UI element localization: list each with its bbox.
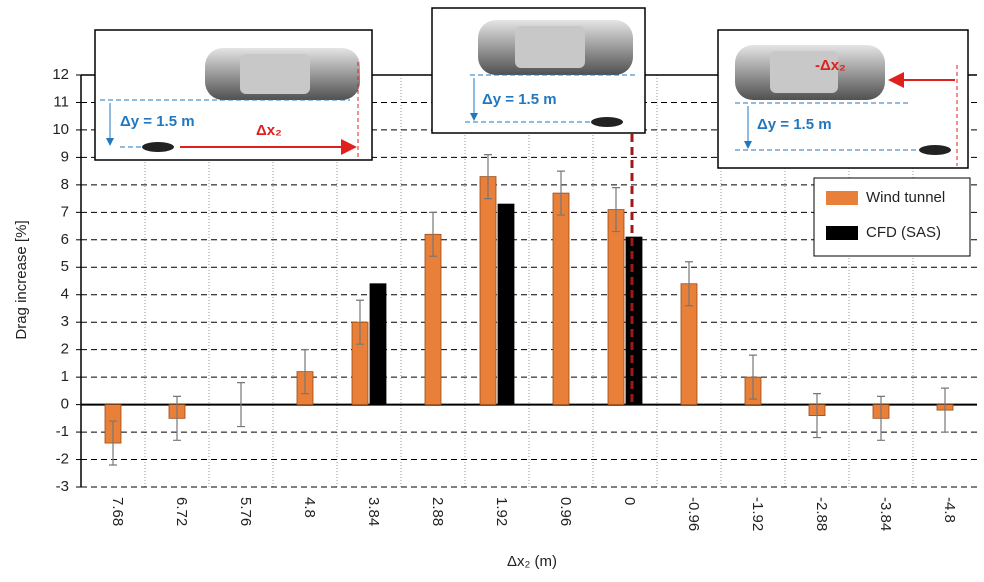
- bar: [480, 177, 496, 405]
- legend: Wind tunnel CFD (SAS): [814, 178, 970, 256]
- x-tick-label: 2.88: [429, 497, 446, 526]
- y-axis-label: Drag increase [%]: [13, 220, 30, 339]
- x-tick-label: 3.84: [365, 497, 382, 526]
- x-tick-label: -0.96: [685, 497, 702, 531]
- x-tick-label: 7.68: [109, 497, 126, 526]
- legend-label: CFD (SAS): [866, 224, 941, 241]
- chart: -3-2-101234567891011127.686.725.764.83.8…: [0, 0, 984, 577]
- inset-label: -Δx₂: [815, 57, 846, 74]
- y-tick-label: 0: [61, 396, 69, 413]
- x-tick-label: 6.72: [173, 497, 190, 526]
- bar: [608, 210, 624, 405]
- inset-label: Δy = 1.5 m: [482, 91, 557, 108]
- bar: [626, 237, 642, 405]
- y-tick-label: -3: [56, 478, 69, 495]
- x-axis-label: Δx₂ (m): [507, 553, 557, 570]
- x-tick-label: 0.96: [557, 497, 574, 526]
- y-tick-label: 1: [61, 368, 69, 385]
- x-tick-label: 1.92: [493, 497, 510, 526]
- x-tick-label: 0: [621, 497, 638, 505]
- legend-swatch: [826, 226, 858, 240]
- y-tick-label: 5: [61, 258, 69, 275]
- y-tick-label: 2: [61, 341, 69, 358]
- x-tick-label: -4.8: [941, 497, 958, 523]
- bar: [498, 204, 514, 405]
- legend-label: Wind tunnel: [866, 189, 945, 206]
- x-tick-label: -2.88: [813, 497, 830, 531]
- y-tick-label: -1: [56, 423, 69, 440]
- y-tick-label: 3: [61, 313, 69, 330]
- y-tick-label: -2: [56, 451, 69, 468]
- legend-swatch: [826, 191, 858, 205]
- inset: -Δx₂ Δy = 1.5 m: [718, 30, 968, 168]
- x-tick-label: -3.84: [877, 497, 894, 531]
- inset-label: Δx₂: [256, 122, 282, 139]
- inset-label: Δy = 1.5 m: [120, 113, 195, 130]
- y-tick-label: 6: [61, 231, 69, 248]
- y-tick-label: 12: [52, 66, 69, 83]
- y-tick-label: 11: [53, 93, 69, 110]
- inset: Δy = 1.5 m: [432, 8, 645, 133]
- y-tick-label: 4: [61, 286, 69, 303]
- bar: [425, 234, 441, 404]
- inset-label: Δy = 1.5 m: [757, 116, 832, 133]
- y-tick-label: 8: [61, 176, 69, 193]
- y-tick-label: 10: [52, 121, 69, 138]
- inset: Δy = 1.5 m Δx₂: [95, 30, 372, 160]
- x-tick-label: 5.76: [237, 497, 254, 526]
- y-tick-label: 7: [61, 203, 69, 220]
- bar: [553, 193, 569, 404]
- x-tick-label: -1.92: [749, 497, 766, 531]
- x-tick-label: 4.8: [301, 497, 318, 518]
- bar: [370, 284, 386, 405]
- y-tick-label: 9: [61, 148, 69, 165]
